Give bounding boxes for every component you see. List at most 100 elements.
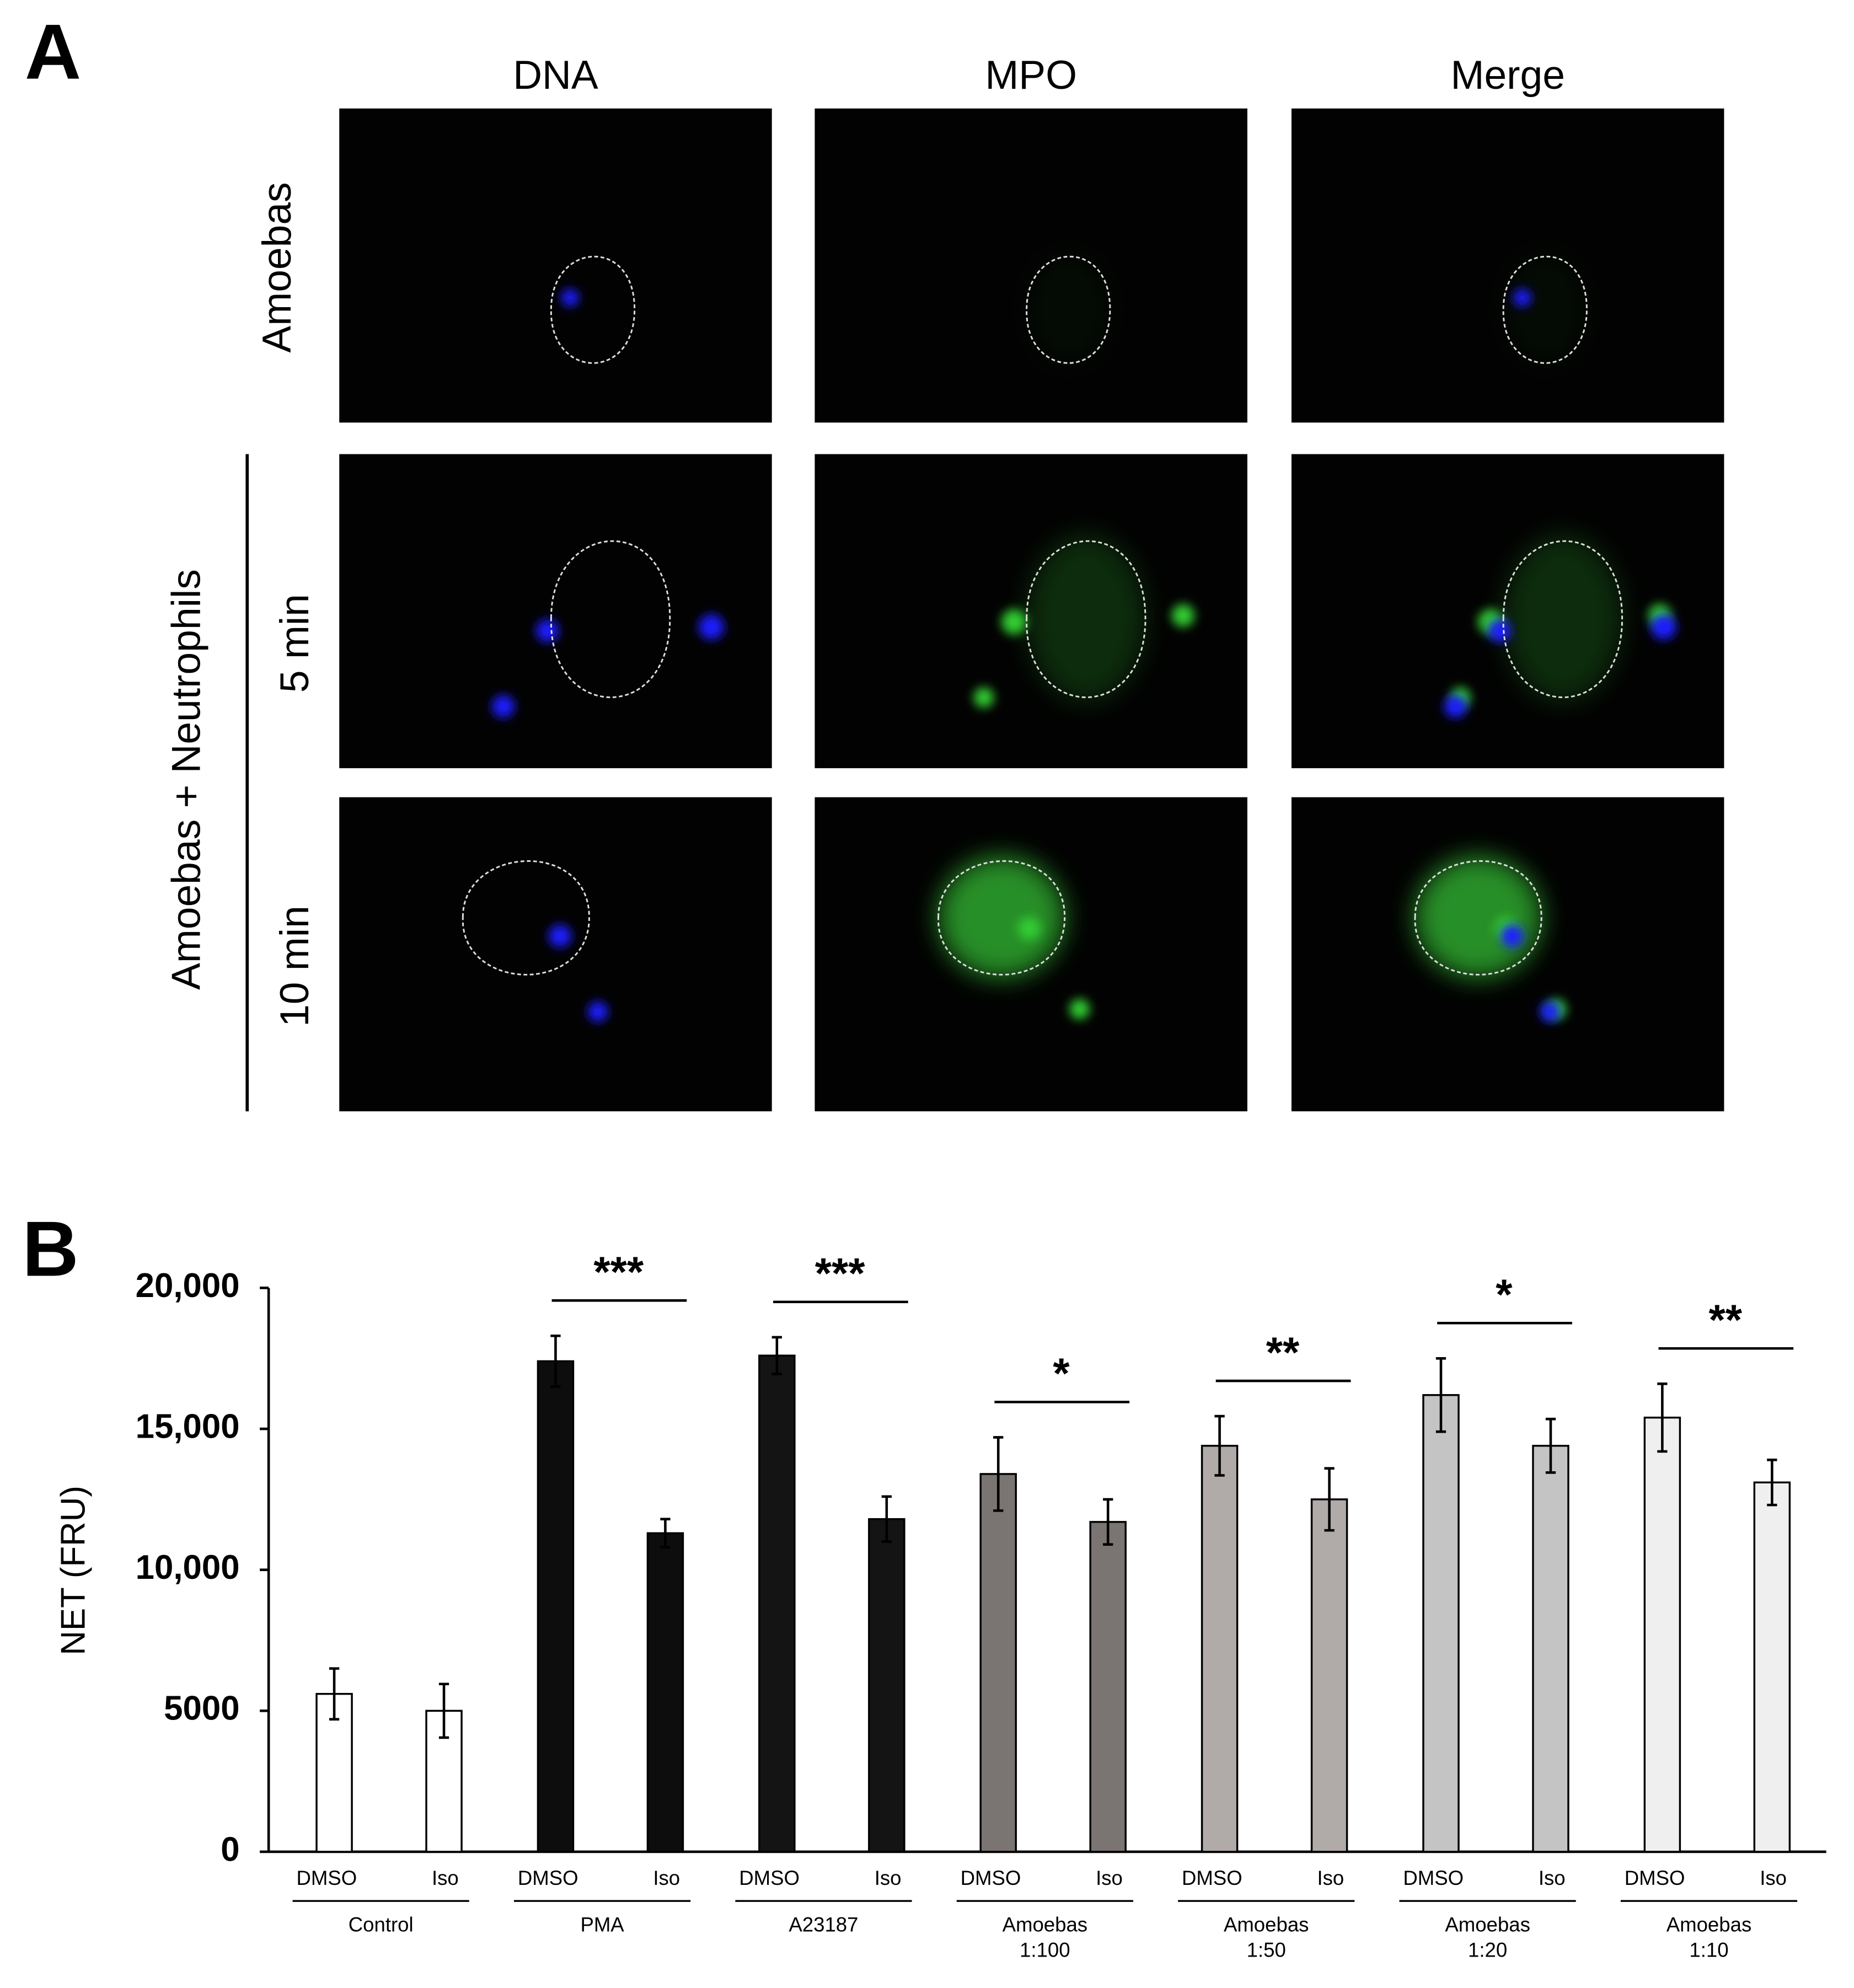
dna-spot — [1651, 614, 1676, 640]
bar — [1753, 1481, 1791, 1853]
micrograph-background — [339, 797, 772, 1112]
significance-label: *** — [815, 1250, 866, 1298]
dna-spot — [587, 1001, 608, 1022]
row-label: 10 min — [272, 905, 317, 1027]
panel-label: B — [22, 1205, 78, 1293]
mpo-spot — [1017, 917, 1041, 940]
group-label: Amoebas — [1003, 1914, 1088, 1936]
bar — [868, 1518, 905, 1853]
group-label: Amoebas — [1224, 1914, 1309, 1936]
dna-spot — [1501, 924, 1524, 947]
amoeba-outline — [1026, 540, 1146, 698]
group-label: 1:20 — [1468, 1938, 1507, 1961]
row-group-label: Amoebas + Neutrophils — [163, 569, 208, 990]
x-tick-label: DMSO — [961, 1867, 1021, 1889]
bar — [1422, 1394, 1460, 1853]
dna-spot — [1444, 695, 1467, 718]
group-label: Amoebas — [1667, 1914, 1752, 1936]
micrograph — [339, 108, 772, 423]
micrograph — [815, 797, 1247, 1112]
mpo-spot — [1171, 604, 1194, 627]
dna-spot — [548, 924, 572, 947]
significance-label: *** — [593, 1248, 644, 1296]
micrograph — [1291, 454, 1724, 769]
micrograph — [339, 454, 772, 769]
dna-spot — [1540, 1001, 1561, 1022]
bar — [758, 1354, 796, 1853]
x-tick-label: Iso — [653, 1867, 680, 1889]
y-tick-label: 10,000 — [136, 1548, 240, 1587]
group-label: Control — [349, 1914, 414, 1936]
y-tick-label: 15,000 — [136, 1407, 240, 1445]
amoeba-outline — [937, 860, 1065, 976]
dna-spot — [561, 288, 579, 307]
bar — [537, 1360, 575, 1853]
bar — [1201, 1445, 1239, 1853]
x-tick-label: Iso — [1760, 1867, 1787, 1889]
y-tick-label: 0 — [221, 1830, 239, 1868]
mpo-spot — [1069, 999, 1090, 1020]
y-tick-label: 5000 — [164, 1690, 239, 1728]
micrograph-background — [339, 108, 772, 423]
y-axis-label: NET (FRU) — [55, 1486, 93, 1655]
amoeba-mpo-signal — [1026, 534, 1145, 701]
group-label: A23187 — [789, 1914, 858, 1936]
x-tick-label: DMSO — [518, 1867, 578, 1889]
amoeba-outline — [1414, 860, 1542, 976]
dna-spot — [491, 695, 515, 718]
micrograph — [339, 797, 772, 1112]
amoeba-outline — [1502, 540, 1623, 698]
significance-label: * — [1496, 1271, 1513, 1319]
significance-label: ** — [1266, 1329, 1300, 1376]
amoeba-outline — [1502, 255, 1588, 364]
micrograph — [815, 108, 1247, 423]
bar — [1532, 1445, 1569, 1853]
group-label: Amoebas — [1445, 1914, 1530, 1936]
group-label: 1:10 — [1689, 1938, 1728, 1961]
bar — [1089, 1521, 1127, 1853]
x-tick-label: DMSO — [296, 1867, 357, 1889]
x-tick-label: DMSO — [1403, 1867, 1464, 1889]
panel-label: A — [25, 9, 81, 96]
amoeba-mpo-signal — [1503, 252, 1587, 366]
x-tick-label: DMSO — [1625, 1867, 1685, 1889]
row-label: 5 min — [272, 594, 317, 693]
amoeba-mpo-signal — [1026, 252, 1110, 366]
micrograph — [1291, 108, 1724, 423]
bar — [1643, 1416, 1681, 1853]
amoeba-mpo-signal — [1503, 534, 1622, 701]
mpo-spot — [1001, 609, 1027, 635]
micrograph-background — [815, 108, 1247, 423]
column-header: MPO — [985, 52, 1077, 98]
dna-spot — [1488, 619, 1511, 642]
dna-spot — [1513, 288, 1531, 307]
bar — [646, 1532, 684, 1853]
group-label: 1:100 — [1020, 1938, 1070, 1961]
amoeba-outline — [462, 860, 590, 976]
amoeba-outline — [550, 540, 671, 698]
bar — [979, 1473, 1017, 1853]
row-label: Amoebas — [254, 182, 299, 352]
y-tick-label: 20,000 — [136, 1267, 240, 1305]
x-tick-label: Iso — [432, 1867, 459, 1889]
significance-label: * — [1053, 1350, 1070, 1397]
bar — [1310, 1498, 1348, 1853]
x-tick-label: Iso — [1317, 1867, 1344, 1889]
x-tick-label: DMSO — [1182, 1867, 1242, 1889]
micrograph — [1291, 797, 1724, 1112]
group-label: PMA — [580, 1914, 624, 1936]
mpo-spot — [973, 687, 994, 708]
micrograph-background — [339, 454, 772, 769]
amoeba-outline — [1026, 255, 1111, 364]
x-tick-label: Iso — [1539, 1867, 1566, 1889]
significance-label: ** — [1708, 1296, 1742, 1344]
dna-spot — [699, 614, 724, 640]
micrograph — [815, 454, 1247, 769]
x-tick-label: DMSO — [739, 1867, 800, 1889]
amoeba-outline — [550, 255, 635, 364]
micrograph-background — [1291, 108, 1724, 423]
dna-spot — [536, 619, 559, 642]
x-tick-label: Iso — [1096, 1867, 1123, 1889]
x-tick-label: Iso — [875, 1867, 902, 1889]
